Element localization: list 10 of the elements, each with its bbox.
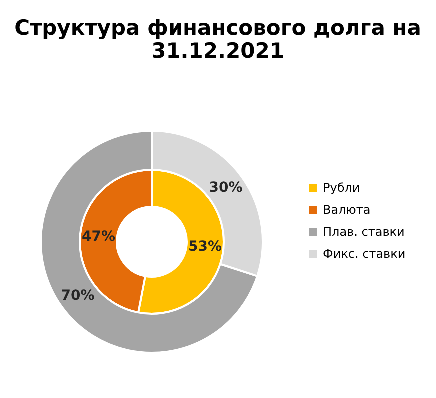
legend-label: Фикс. ставки [323, 247, 406, 261]
data-label: 47% [82, 228, 116, 245]
text: Структура финансового долга на [14, 16, 422, 40]
data-label: 53% [188, 239, 222, 256]
legend-label: Валюта [323, 203, 371, 217]
data-label: 70% [61, 288, 95, 304]
legend-label: Рубли [323, 181, 360, 195]
text: 31.12.2021 [152, 39, 284, 63]
legend-label: Плав. ставки [323, 225, 405, 239]
data-label: 30% [209, 180, 243, 196]
